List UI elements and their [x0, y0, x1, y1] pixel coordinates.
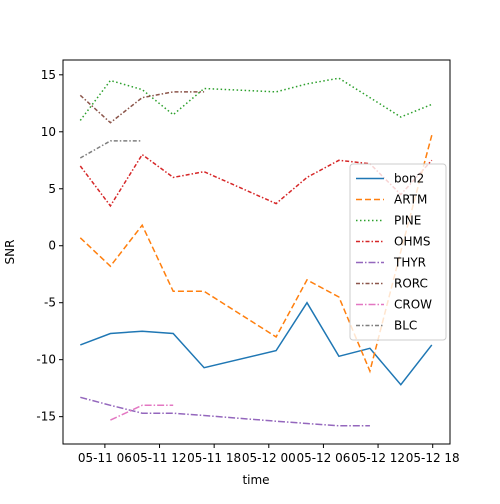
legend-label: CROW	[394, 298, 432, 312]
x-tick-label: 05-12 12	[351, 451, 405, 465]
y-tick-label: 10	[41, 125, 56, 139]
x-tick-label: 05-12 18	[406, 451, 460, 465]
legend-label: PINE	[394, 214, 421, 228]
legend-label: OHMS	[394, 235, 430, 249]
y-tick-label: 5	[48, 182, 56, 196]
legend-box	[349, 163, 447, 341]
y-tick-label: 15	[41, 68, 56, 82]
y-tick-label: 0	[48, 239, 56, 253]
series-line	[80, 396, 370, 427]
series-line	[80, 301, 433, 386]
legend-label: RORC	[394, 277, 428, 291]
legend-label: THYR	[393, 256, 426, 270]
x-tick-label: 05-12 06	[296, 451, 350, 465]
x-tick-label: 05-11 06	[78, 451, 132, 465]
series-line	[79, 91, 205, 124]
series-line	[79, 140, 143, 159]
series-line	[110, 404, 174, 421]
x-axis-label: time	[242, 473, 269, 487]
x-tick-label: 05-12 00	[242, 451, 296, 465]
legend-label: BLC	[394, 319, 417, 333]
y-tick-label: -5	[44, 296, 56, 310]
y-axis-label: SNR	[3, 240, 17, 265]
y-tick-label: -10	[36, 353, 56, 367]
plot-frame	[62, 59, 451, 445]
legend-label: ARTM	[394, 193, 427, 207]
series-line	[79, 77, 433, 121]
legend-label: bon2	[394, 172, 424, 186]
x-tick-label: 05-11 18	[187, 451, 241, 465]
x-tick-label: 05-11 12	[133, 451, 187, 465]
y-tick-label: -15	[36, 410, 56, 424]
